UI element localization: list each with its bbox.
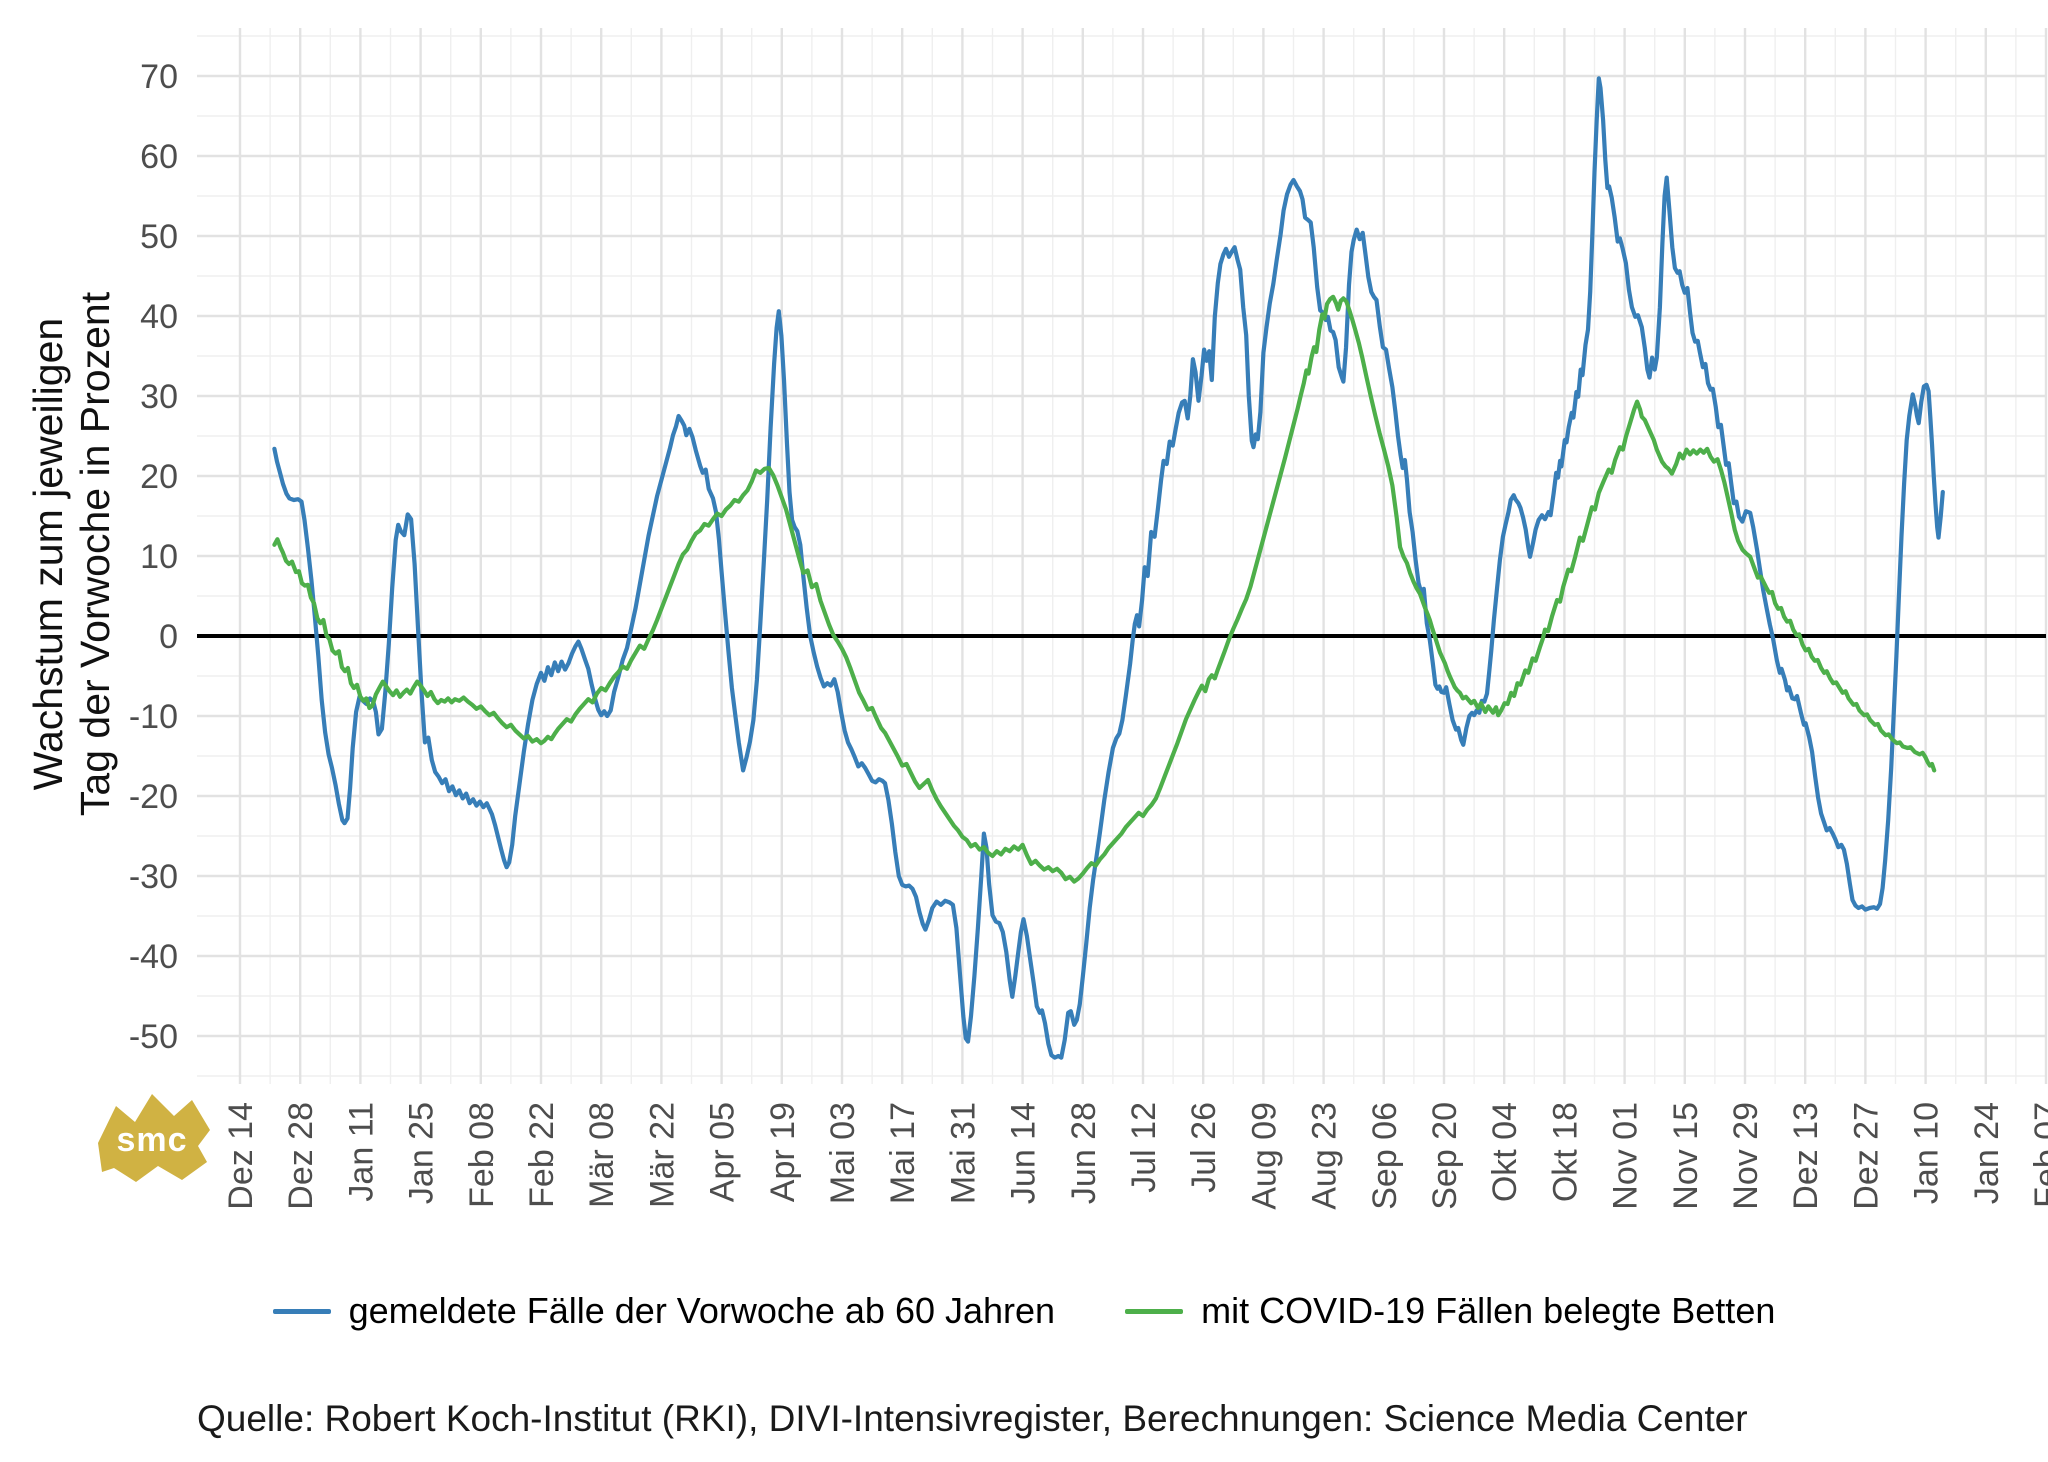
y-tick-label: 0	[159, 618, 178, 656]
smc-logo-text: smc	[116, 1121, 187, 1159]
y-tick-label: -50	[129, 1018, 178, 1056]
x-tick-label: Jan 24	[1968, 1102, 2006, 1204]
legend-item-beds: mit COVID-19 Fällen belegte Betten	[1125, 1290, 1775, 1332]
y-tick-label: -40	[129, 938, 178, 976]
x-tick-label: Jun 14	[1005, 1102, 1043, 1204]
x-tick-label: Sep 20	[1426, 1102, 1464, 1210]
x-tick-label: Mär 08	[583, 1102, 621, 1208]
y-tick-label: -10	[129, 698, 178, 736]
series-lines	[272, 76, 1945, 1060]
x-tick-label: Dez 14	[222, 1102, 260, 1210]
legend-swatch-green-line	[1125, 1308, 1184, 1314]
x-tick-label: Jan 10	[1908, 1102, 1946, 1204]
y-tick-label: 60	[140, 138, 178, 176]
x-tick-label: Okt 04	[1486, 1102, 1524, 1202]
y-axis-title: Wachstum zum jeweiligen Tag der Vorwoche…	[25, 104, 121, 1004]
x-tick-label: Sep 06	[1366, 1102, 1404, 1210]
y-axis-tick-labels: 70 60 50 40 30 20 10 0 -10 -20 -30 -40 -50	[129, 58, 178, 1056]
x-tick-label: Feb 07	[2028, 1102, 2048, 1208]
legend-label-cases: gemeldete Fälle der Vorwoche ab 60 Jahre…	[348, 1290, 1056, 1331]
x-tick-label: Okt 18	[1546, 1102, 1584, 1202]
legend-label-beds: mit COVID-19 Fällen belegte Betten	[1201, 1290, 1776, 1331]
y-axis-title-line1: Wachstum zum jeweiligen	[25, 317, 71, 791]
x-tick-label: Apr 05	[704, 1102, 742, 1202]
legend-item-cases: gemeldete Fälle der Vorwoche ab 60 Jahre…	[272, 1290, 1056, 1332]
x-tick-label: Dez 27	[1847, 1102, 1885, 1210]
x-tick-label: Nov 29	[1727, 1102, 1765, 1210]
x-tick-label: Feb 22	[523, 1102, 561, 1208]
legend: gemeldete Fälle der Vorwoche ab 60 Jahre…	[0, 1290, 2048, 1332]
x-axis-tick-labels: Dez 14 Dez 28 Jan 11 Jan 25 Feb 08 Feb 22 Mär …	[222, 1102, 2048, 1210]
x-tick-label: Jan 25	[403, 1102, 441, 1204]
legend-swatch-blue-line	[272, 1308, 331, 1314]
y-tick-label: 10	[140, 538, 178, 576]
grid-major	[197, 28, 2048, 1084]
y-tick-label: -20	[129, 778, 178, 816]
smc-logo-shape	[98, 1094, 210, 1182]
x-tick-label: Mai 03	[824, 1102, 862, 1204]
y-tick-label: 50	[140, 218, 178, 256]
y-tick-label: 40	[140, 298, 178, 336]
x-tick-label: Nov 01	[1607, 1102, 1645, 1210]
smc-logo: smc	[98, 1094, 210, 1182]
x-tick-label: Mai 17	[884, 1102, 922, 1204]
x-tick-label: Nov 15	[1667, 1102, 1705, 1210]
x-tick-label: Dez 28	[282, 1102, 320, 1210]
x-tick-label: Jul 26	[1185, 1102, 1223, 1193]
x-tick-label: Dez 13	[1787, 1102, 1825, 1210]
x-tick-label: Aug 23	[1306, 1102, 1344, 1210]
series-line-1	[272, 294, 1937, 884]
x-tick-label: Apr 19	[764, 1102, 802, 1202]
x-tick-label: Feb 08	[463, 1102, 501, 1208]
source-credit: Quelle: Robert Koch-Institut (RKI), DIVI…	[197, 1398, 1748, 1439]
x-tick-label: Aug 09	[1245, 1102, 1283, 1210]
x-tick-label: Jun 28	[1065, 1102, 1103, 1204]
x-tick-label: Jan 11	[342, 1102, 380, 1202]
y-tick-label: -30	[129, 858, 178, 896]
y-tick-label: 30	[140, 378, 178, 416]
series-line-0	[272, 76, 1945, 1060]
x-tick-label: Jul 12	[1125, 1102, 1163, 1193]
x-tick-label: Mai 31	[944, 1102, 982, 1204]
y-axis-title-line2: Tag der Vorwoche in Prozent	[72, 291, 118, 817]
x-tick-label: Mär 22	[643, 1102, 681, 1208]
y-tick-label: 20	[140, 458, 178, 496]
y-tick-label: 70	[140, 58, 178, 96]
